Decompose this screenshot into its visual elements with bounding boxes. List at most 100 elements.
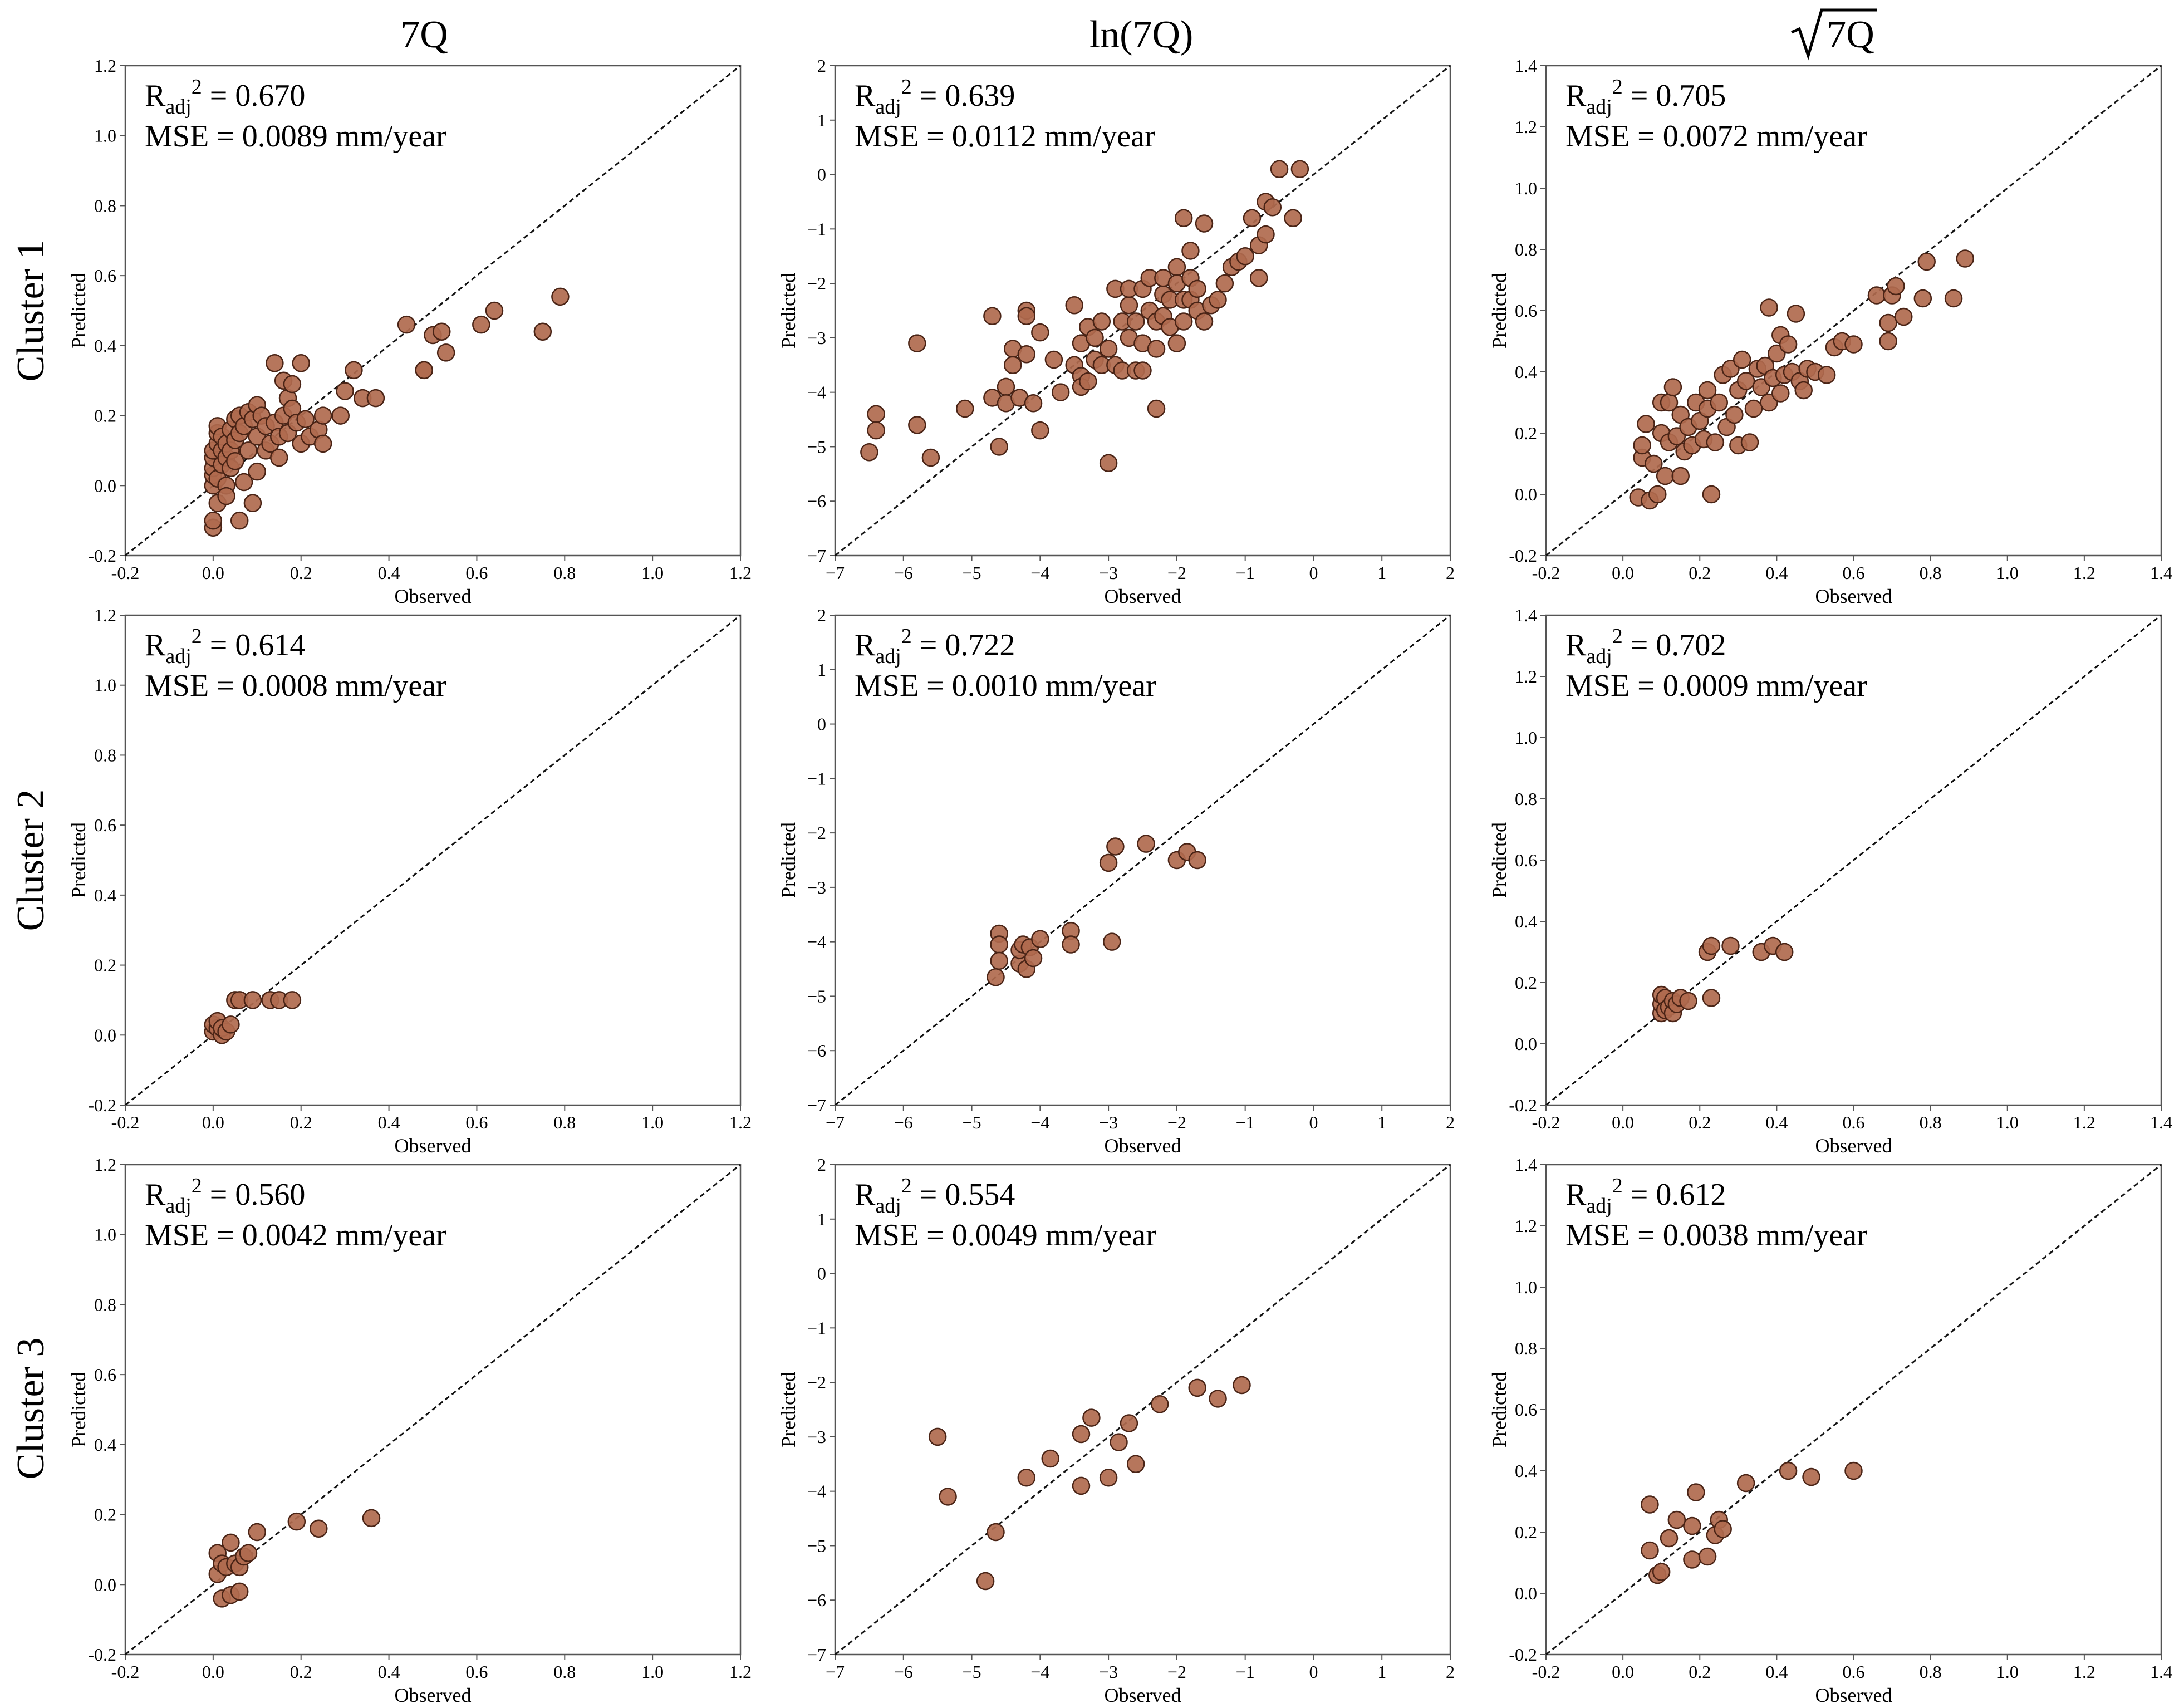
chart-1-2-data-point	[1003, 356, 1022, 375]
chart-2-3-xtick-label: 1.4	[2150, 1112, 2172, 1132]
chart-1-3-data-point	[1867, 286, 1886, 305]
chart-1-1-ytick-label: 0.6	[94, 266, 116, 286]
chart-3-3-data-point	[1844, 1461, 1863, 1480]
chart-3-1-xlabel: Observed	[395, 1684, 472, 1706]
chart-2-1-ytick-label: 0.2	[94, 955, 116, 975]
chart-1-2-xtick-label: −2	[1167, 563, 1186, 583]
chart-1-2-data-point	[1099, 340, 1118, 358]
chart-2-2-identity-line	[835, 614, 1451, 1106]
chart-1-1-data-point	[226, 452, 244, 470]
chart-2-3-xtick-label: 0.0	[1612, 1112, 1634, 1132]
chart-1-2-ytick-label: −1	[807, 219, 826, 239]
chart-3-1-xtick-label: 0.4	[378, 1662, 400, 1682]
chart-1-1-ytick-label: 0.0	[94, 475, 116, 495]
chart-1-1-data-point	[533, 322, 552, 341]
chart-2-2-ytick-label: −7	[807, 1095, 826, 1115]
chart-2-1-ytick-label: 1.0	[94, 675, 116, 695]
chart-2-3-ytick-label: 1.2	[1515, 666, 1537, 686]
chart-3-2-ytick-label: −2	[807, 1372, 826, 1392]
chart-2-3-xtick-label: 1.0	[1996, 1112, 2019, 1132]
chart-3-2-ytick-label: −6	[807, 1590, 826, 1610]
chart-1-1: -0.2 0.0 0.2 0.4 0.6 0.8 1.0 1.2 -0.2 0.0 0.2 0.4 0.…	[67, 56, 752, 607]
chart-1-1-data-point	[472, 315, 490, 334]
chart-1-1-data-point	[234, 473, 253, 492]
chart-1-1-data-point	[366, 389, 385, 408]
chart-1-2-ylabel: Predicted	[777, 273, 799, 349]
chart-1-3-data-point	[1917, 252, 1936, 271]
chart-3-2-xtick-label: −3	[1099, 1662, 1118, 1682]
chart-2-2-xtick-label: 1	[1377, 1112, 1386, 1132]
chart-1-1-xlabel: Observed	[395, 585, 472, 607]
chart-3-2-xtick-label: −1	[1236, 1662, 1255, 1682]
chart-2-3-data-point	[1702, 936, 1721, 955]
chart-2-2-data-point	[1106, 837, 1125, 856]
chart-3-1-xtick-label: 0.0	[202, 1662, 224, 1682]
chart-1-2-data-point	[1147, 399, 1166, 418]
chart-3-1: -0.2 0.0 0.2 0.4 0.6 0.8 1.0 1.2 -0.2 0.0 0.2 0.4 0.…	[67, 1155, 752, 1706]
chart-3-2-data-point	[1209, 1390, 1227, 1408]
chart-1-3-r2-annotation: Radj2 = 0.705	[1565, 75, 1726, 119]
chart-1-1-data-point	[485, 301, 504, 320]
chart-3-1-identity-line	[125, 1164, 741, 1656]
chart-3-3-xtick-label: -0.2	[1532, 1662, 1560, 1682]
chart-3-2-data-point	[1072, 1425, 1091, 1444]
chart-3-2-data-point	[1110, 1433, 1128, 1451]
chart-1-1-data-point	[436, 343, 455, 362]
chart-3-3-data-point	[1667, 1510, 1686, 1529]
row-title-cluster-2: Cluster 2	[9, 789, 52, 931]
chart-2-2-ytick-label: 2	[817, 605, 826, 625]
chart-1-3-data-point	[1663, 378, 1682, 396]
chart-3-3-r2-annotation: Radj2 = 0.612	[1565, 1174, 1726, 1218]
chart-3-1-data-point	[230, 1582, 249, 1601]
chart-1-2-data-point	[1188, 279, 1206, 298]
chart-3-1-r2-annotation: Radj2 = 0.560	[145, 1174, 305, 1218]
chart-1-3-ylabel: Predicted	[1488, 273, 1510, 349]
chart-1-2-xtick-label: −3	[1099, 563, 1118, 583]
chart-1-2-data-point	[867, 421, 885, 440]
chart-1-2-data-point	[1099, 454, 1118, 473]
chart-2-3-r2-annotation: Radj2 = 0.702	[1565, 625, 1726, 668]
chart-1-1-xtick-label: 0.4	[378, 563, 400, 583]
chart-1-2-data-point	[860, 443, 878, 462]
chart-3-3-ytick-label: 0.0	[1515, 1583, 1537, 1603]
chart-3-3-ytick-label: 1.0	[1515, 1277, 1537, 1297]
chart-1-1-data-point	[270, 448, 288, 467]
chart-1-1-ytick-label: 0.8	[94, 195, 116, 215]
chart-1-2-data-point	[867, 405, 885, 424]
chart-3-3-data-point	[1660, 1529, 1679, 1548]
chart-3-2-xtick-label: −2	[1167, 1662, 1186, 1682]
chart-1-2-data-point	[1126, 312, 1145, 331]
chart-3-3-xtick-label: 1.4	[2150, 1662, 2172, 1682]
chart-2-1-xtick-label: 0.0	[202, 1112, 224, 1132]
chart-3-3-data-point	[1714, 1520, 1732, 1538]
chart-1-2-xtick-label: −4	[1030, 563, 1049, 583]
chart-2-2-ytick-label: 1	[817, 660, 826, 680]
chart-2-1: -0.2 0.0 0.2 0.4 0.6 0.8 1.0 1.2 -0.2 0.0 0.2 0.4 0.…	[67, 605, 752, 1157]
chart-1-3-data-point	[1671, 467, 1690, 485]
chart-3-2-data-point	[939, 1488, 957, 1506]
chart-2-3-identity-line	[1545, 614, 2162, 1106]
chart-1-3-ytick-label: 1.0	[1515, 178, 1537, 198]
chart-2-2-xtick-label: −5	[963, 1112, 981, 1132]
chart-2-2-xlabel: Observed	[1105, 1135, 1181, 1157]
chart-2-1-data-point	[222, 1015, 240, 1034]
chart-3-3-mse-annotation: MSE = 0.0038 mm/year	[1565, 1218, 1867, 1253]
chart-1-2-ytick-label: 1	[817, 110, 826, 130]
chart-2-3-ytick-label: 0.4	[1515, 911, 1537, 931]
chart-1-3-xtick-label: 1.4	[2150, 563, 2172, 583]
chart-3-1-data-point	[248, 1523, 267, 1542]
chart-1-1-data-point	[313, 406, 332, 425]
chart-3-2-xtick-label: −5	[963, 1662, 981, 1682]
chart-2-2-data-point	[1024, 949, 1043, 968]
chart-2-3-xtick-label: 1.2	[2073, 1112, 2095, 1132]
chart-3-1-data-point	[362, 1509, 381, 1528]
chart-3-3-data-point	[1683, 1550, 1701, 1569]
chart-1-2-data-point	[1215, 274, 1234, 293]
chart-2-2-xtick-label: 2	[1446, 1112, 1455, 1132]
chart-1-1-data-point	[331, 406, 350, 425]
chart-1-2-ytick-label: −6	[807, 491, 826, 511]
chart-1-3-xtick-label: 0.2	[1689, 563, 1711, 583]
chart-2-3: -0.2 0.0 0.2 0.4 0.6 0.8 1.0 1.2 1.4 -0.2 0.0 0.2 0.…	[1488, 605, 2172, 1157]
chart-1-3-data-point	[1771, 384, 1790, 403]
chart-1-2-xtick-label: −7	[826, 563, 845, 583]
